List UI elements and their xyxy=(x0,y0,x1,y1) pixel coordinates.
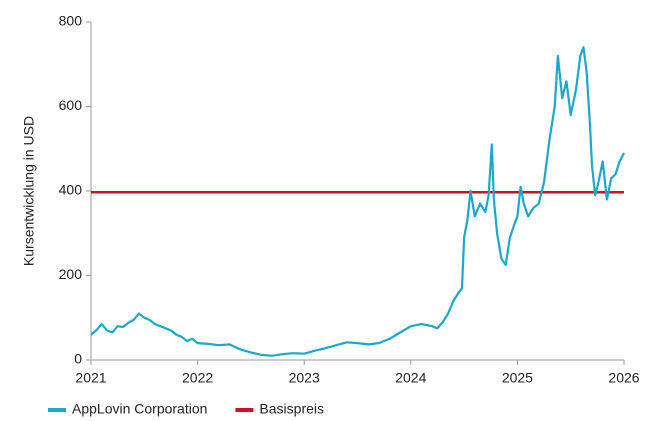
legend-label: AppLovin Corporation xyxy=(72,401,207,417)
x-tick-label: 2022 xyxy=(182,370,213,386)
x-tick-label: 2026 xyxy=(608,370,639,386)
y-tick-label: 200 xyxy=(59,266,83,282)
legend-label: Basispreis xyxy=(259,401,324,417)
y-tick-label: 800 xyxy=(59,13,83,29)
x-tick-label: 2023 xyxy=(289,370,320,386)
x-tick-label: 2024 xyxy=(395,370,426,386)
y-tick-label: 0 xyxy=(74,351,82,367)
x-tick-label: 2021 xyxy=(75,370,106,386)
y-tick-label: 600 xyxy=(59,97,83,113)
y-tick-label: 400 xyxy=(59,182,83,198)
line-series xyxy=(90,46,625,357)
x-tick-label: 2025 xyxy=(502,370,533,386)
y-axis-label: Kursentwicklung in USD xyxy=(21,116,37,266)
